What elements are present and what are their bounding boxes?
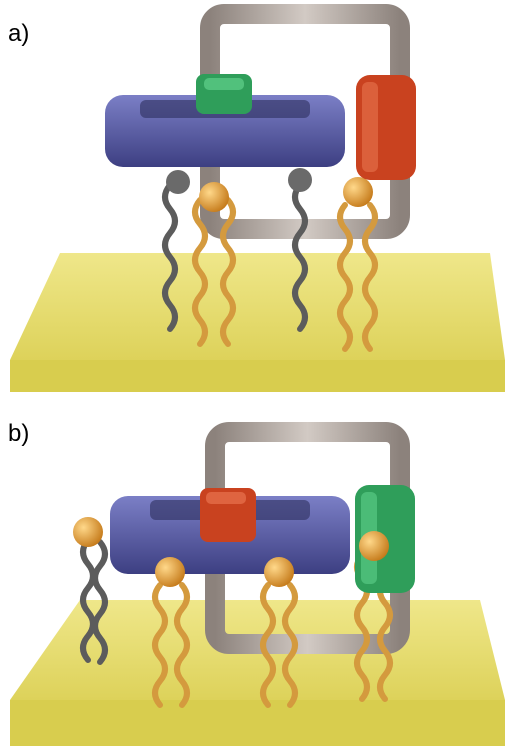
red-box-shine bbox=[206, 492, 246, 504]
stopper-ball bbox=[343, 177, 373, 207]
chain bbox=[92, 539, 108, 665]
rotaxane-diagram-a bbox=[10, 4, 505, 392]
chain bbox=[362, 202, 378, 352]
gold-surface-edge bbox=[10, 700, 505, 746]
chain bbox=[292, 182, 308, 332]
green-box-shine bbox=[204, 78, 244, 90]
gold-surface bbox=[10, 253, 505, 360]
panel-label-a: a) bbox=[8, 20, 30, 47]
panel-a: a) bbox=[8, 4, 505, 392]
panel-label-b: b) bbox=[8, 420, 30, 447]
stopper-ball bbox=[73, 517, 103, 547]
alkyl-chains bbox=[162, 182, 378, 352]
stopper-ball bbox=[199, 182, 229, 212]
chain bbox=[174, 582, 190, 708]
stopper-ball bbox=[155, 557, 185, 587]
stopper-ball bbox=[288, 168, 312, 192]
panel-b: b) bbox=[0, 400, 512, 749]
chain bbox=[80, 537, 96, 663]
stopper-ball bbox=[359, 531, 389, 561]
chain bbox=[282, 582, 298, 708]
red-box-shine bbox=[362, 82, 378, 172]
rotaxane-diagram-b bbox=[10, 422, 505, 746]
chain bbox=[260, 582, 276, 708]
stopper-ball bbox=[264, 557, 294, 587]
chain bbox=[152, 582, 168, 708]
stopper-ball bbox=[166, 170, 190, 194]
chain bbox=[220, 197, 236, 347]
chain bbox=[192, 197, 208, 347]
gold-surface-edge bbox=[10, 360, 505, 392]
chain bbox=[337, 202, 353, 352]
chain bbox=[162, 182, 178, 332]
